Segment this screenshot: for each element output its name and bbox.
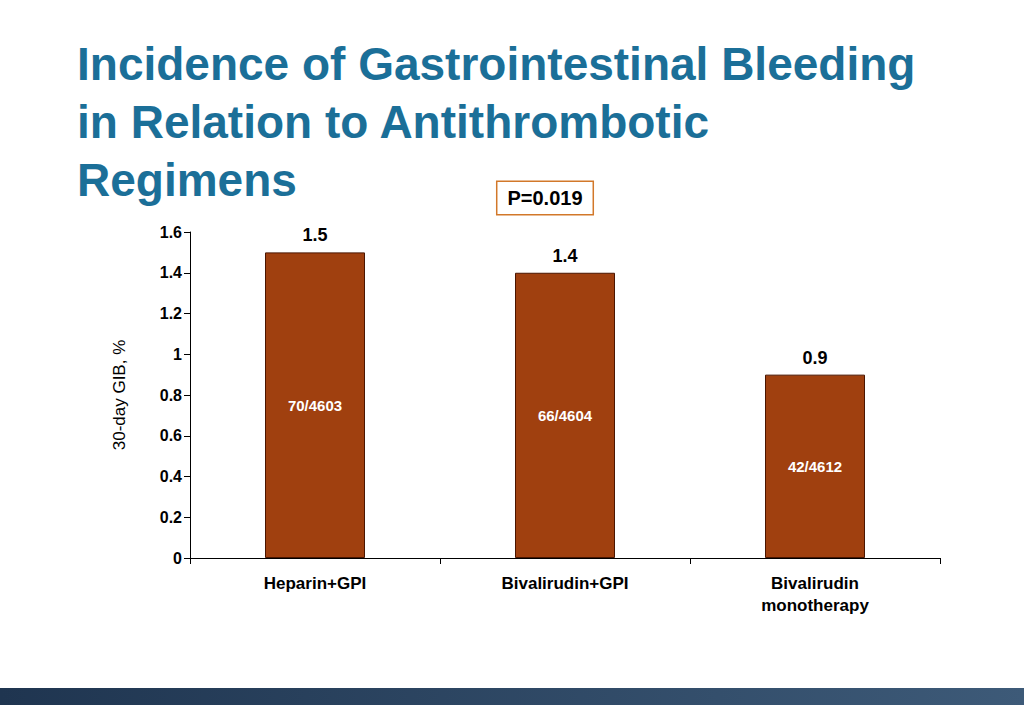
svg-text:1.4: 1.4 xyxy=(552,246,577,266)
svg-text:1.5: 1.5 xyxy=(302,225,327,245)
svg-text:P=0.019: P=0.019 xyxy=(507,187,582,209)
svg-text:0: 0 xyxy=(173,550,182,567)
svg-text:66/4604: 66/4604 xyxy=(538,407,593,424)
svg-text:0.8: 0.8 xyxy=(160,387,182,404)
svg-text:30-day GIB, %: 30-day GIB, % xyxy=(110,340,129,451)
svg-text:1: 1 xyxy=(173,346,182,363)
svg-text:1.6: 1.6 xyxy=(160,224,182,241)
svg-text:1.2: 1.2 xyxy=(160,305,182,322)
svg-text:Incidence of Gastrointestinal: Incidence of Gastrointestinal Bleeding xyxy=(77,38,928,90)
svg-text:0.2: 0.2 xyxy=(160,509,182,526)
svg-text:0.6: 0.6 xyxy=(160,427,182,444)
svg-text:Heparin+GPI: Heparin+GPI xyxy=(264,574,367,593)
svg-text:42/4612: 42/4612 xyxy=(788,458,842,475)
svg-text:Bivalirudin+GPI: Bivalirudin+GPI xyxy=(501,574,628,593)
svg-text:0.9: 0.9 xyxy=(802,348,827,368)
svg-text:70/4603: 70/4603 xyxy=(288,397,342,414)
svg-text:Regimens: Regimens xyxy=(77,154,297,206)
svg-text:in Relation to Antithrombotic: in Relation to Antithrombotic xyxy=(77,96,722,148)
svg-text:monotherapy: monotherapy xyxy=(761,596,869,615)
svg-text:0.4: 0.4 xyxy=(160,468,182,485)
svg-text:Bivalirudin: Bivalirudin xyxy=(771,574,859,593)
svg-text:1.4: 1.4 xyxy=(160,264,182,281)
